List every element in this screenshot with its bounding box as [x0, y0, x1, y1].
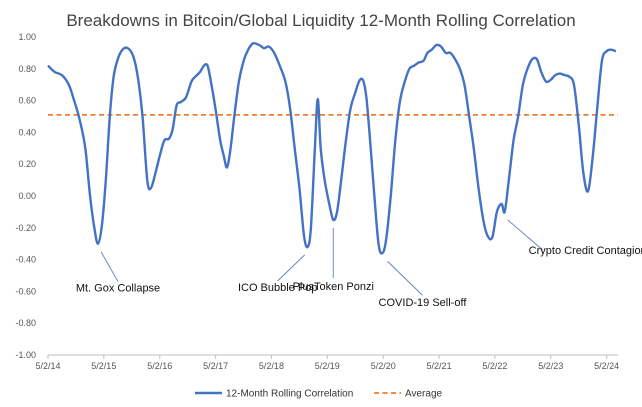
annotation-label: PlusToken Ponzi — [293, 281, 374, 293]
y-axis: 1.00 0.80 0.60 0.40 0.20 0.00 -0.20 -0.40 -0.60 -… — [15, 32, 36, 360]
x-tick-label: 5/2/22 — [482, 361, 507, 371]
annotation-leader — [507, 219, 543, 251]
legend-label-average: Average — [405, 389, 443, 400]
x-tick-label: 5/2/14 — [35, 361, 60, 371]
y-tick-label: -0.20 — [15, 223, 36, 233]
y-tick-label: 0.80 — [18, 64, 36, 74]
x-tick-label: 5/2/20 — [371, 361, 396, 371]
y-tick-label: 0.60 — [18, 96, 36, 106]
legend-label-rolling: 12-Month Rolling Correlation — [226, 389, 353, 400]
x-tick-label: 5/2/21 — [427, 361, 452, 371]
y-tick-label: 0.40 — [18, 127, 36, 137]
x-tick-label: 5/2/15 — [91, 361, 116, 371]
x-axis: 5/2/14 5/2/15 5/2/16 5/2/17 5/2/18 5/2/19 5/2/… — [35, 354, 619, 371]
y-tick-label: -1.00 — [15, 350, 36, 360]
legend: 12-Month Rolling Correlation Average — [195, 389, 443, 400]
annotations: Mt. Gox Collapse ICO Bubble PopPlusToken … — [76, 219, 642, 309]
annotation-leader — [277, 254, 306, 282]
annotation-leader — [387, 260, 423, 296]
y-tick-label: -0.60 — [15, 286, 36, 296]
plot-area — [47, 41, 618, 255]
x-tick-label: 5/2/18 — [259, 361, 284, 371]
x-tick-label: 5/2/17 — [203, 361, 228, 371]
x-tick-label: 5/2/16 — [147, 361, 172, 371]
x-tick-label: 5/2/19 — [315, 361, 340, 371]
y-tick-label: 0.20 — [18, 159, 36, 169]
annotation-label: ICO Bubble Pop — [238, 282, 318, 294]
annotation-label: Mt. Gox Collapse — [76, 283, 160, 295]
x-tick-label: 5/2/24 — [594, 361, 619, 371]
x-tick-label: 5/2/23 — [538, 361, 563, 371]
rolling-correlation-line — [47, 41, 617, 255]
y-tick-label: -0.80 — [15, 318, 36, 328]
y-tick-label: 1.00 — [18, 32, 36, 42]
annotation-label: Crypto Credit Contagion — [529, 245, 642, 257]
annotation-leader — [100, 251, 119, 282]
chart-title: Breakdowns in Bitcoin/Global Liquidity 1… — [66, 11, 575, 30]
annotation-label: COVID-19 Sell-off — [379, 297, 468, 309]
y-tick-label: 0.00 — [18, 191, 36, 201]
y-tick-label: -0.40 — [15, 255, 36, 265]
